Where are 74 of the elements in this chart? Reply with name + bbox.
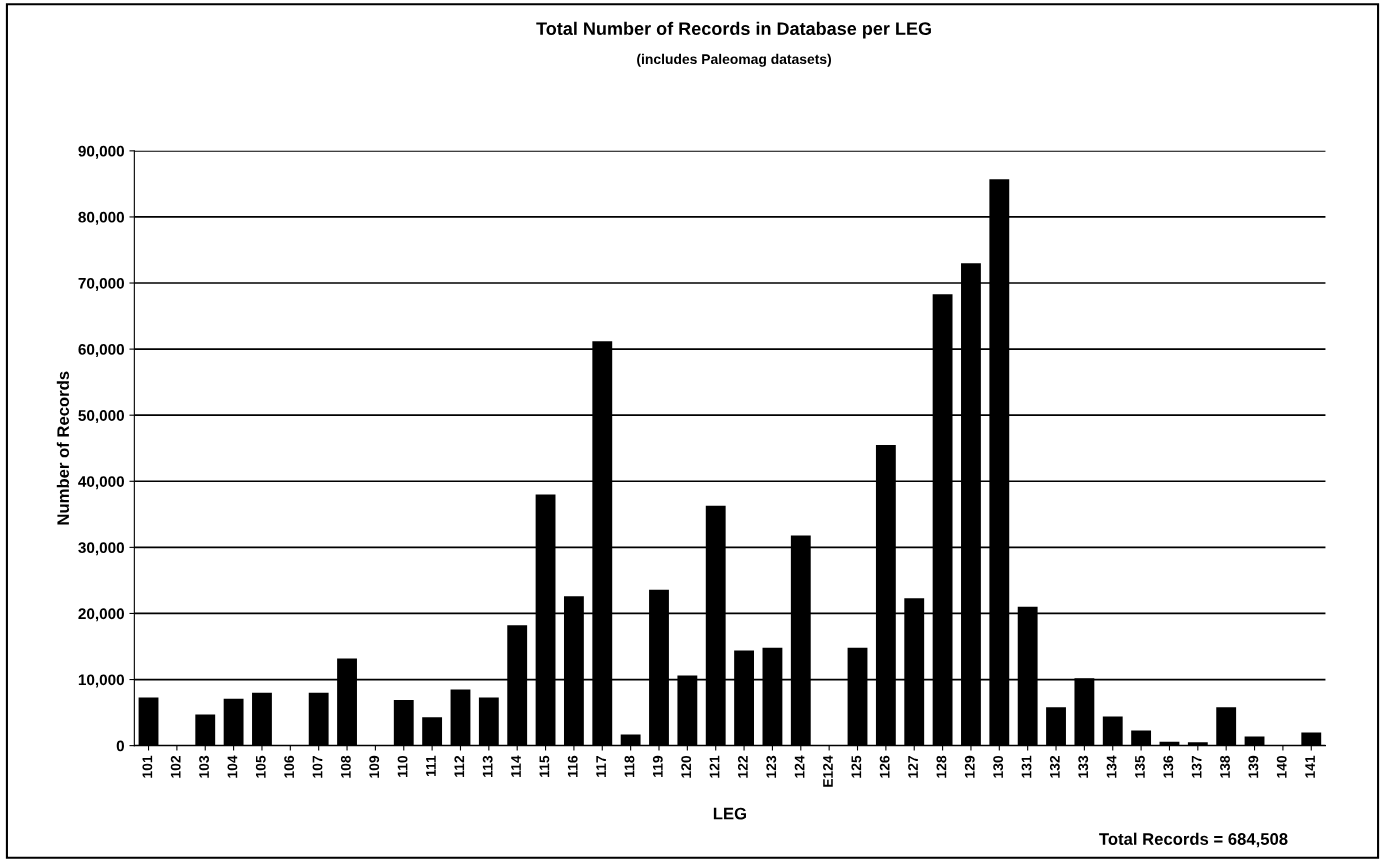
x-tick-label: E124 [823,755,833,787]
x-tick-label: 138 [1220,755,1230,778]
chart-title: Total Number of Records in Database per LEG [536,21,931,39]
x-tick-label: 128 [936,755,947,778]
y-tick-label: 20,000 [78,608,124,622]
x-tick-label: 104 [227,755,238,778]
x-tick-label: 102 [170,755,181,778]
y-tick-label: 50,000 [78,410,124,424]
x-tick-label: 115 [539,755,550,777]
bar [1187,742,1208,746]
bar [223,698,244,746]
text: Total Records = 684,508 [1099,832,1288,848]
x-tick-label: 113 [482,755,493,777]
x-tick-label: 129 [964,755,975,778]
x-tick-label: 110 [397,755,408,777]
x-tick-label: 140 [1276,755,1287,778]
x-tick-label: 106 [284,755,295,778]
chart-subtitle: (includes Paleomag datasets) [637,53,832,67]
bar [1244,736,1265,746]
x-tick-label: 130 [993,755,1004,778]
bar [308,692,329,746]
bar [1131,730,1152,746]
x-tick-label: 133 [1078,755,1089,778]
x-tick-label: 135 [1135,755,1145,778]
x-tick-label: 126 [879,755,890,778]
bar [393,700,414,746]
bar [1301,732,1322,746]
y-tick-label: 70,000 [78,277,124,291]
x-tick-label: 141 [1305,755,1315,778]
x-axis-title: LEG [713,807,746,820]
bar [1046,707,1066,746]
x-tick-label: 122 [737,755,748,778]
x-tick-label: 118 [624,755,635,777]
bar [1216,707,1237,746]
x-tick-label: 131 [1021,755,1032,778]
x-tick-label: 120 [681,755,692,778]
x-tick-label: 124 [794,755,805,778]
x-tick-label: 132 [1049,755,1060,778]
x-tick-label: 119 [652,755,663,777]
x-tick-label: 103 [199,755,209,778]
x-tick-label: 107 [312,755,323,778]
x-tick-label: 117 [596,755,606,777]
bar [422,717,443,746]
y-tick-label: 60,000 [78,343,124,358]
y-axis-title: Number of Records [56,371,70,525]
y-tick-label: 90,000 [78,145,124,159]
x-tick-label: 137 [1191,755,1202,778]
x-tick-label: 127 [908,755,918,778]
x-tick-label: 114 [511,755,521,777]
x-tick-label: 112 [454,755,465,777]
x-tick-label: 134 [1106,755,1117,778]
y-tick-label: 10,000 [78,674,124,688]
x-tick-label: 109 [369,755,380,778]
bar [1102,716,1123,746]
bar [478,697,499,746]
y-tick-label: 0 [116,740,124,752]
x-tick-label: 101 [142,755,153,778]
x-tick-label: 111 [426,755,436,777]
bar [450,689,471,746]
x-tick-label: 105 [255,755,266,778]
x-tick-label: 121 [709,755,720,778]
bar [138,697,159,746]
y-tick-label: 30,000 [78,542,124,556]
x-tick-label: 125 [851,755,862,778]
y-tick-label: 80,000 [78,211,124,225]
y-tick-label: 40,000 [78,476,124,490]
x-tick-label: 139 [1248,755,1259,778]
bar [252,692,272,746]
bar [195,714,216,746]
x-tick-label: 123 [766,755,777,778]
x-tick-label: 108 [340,755,351,778]
x-tick-label: 136 [1163,755,1174,778]
x-tick-label: 116 [567,755,578,777]
bar [620,734,641,746]
